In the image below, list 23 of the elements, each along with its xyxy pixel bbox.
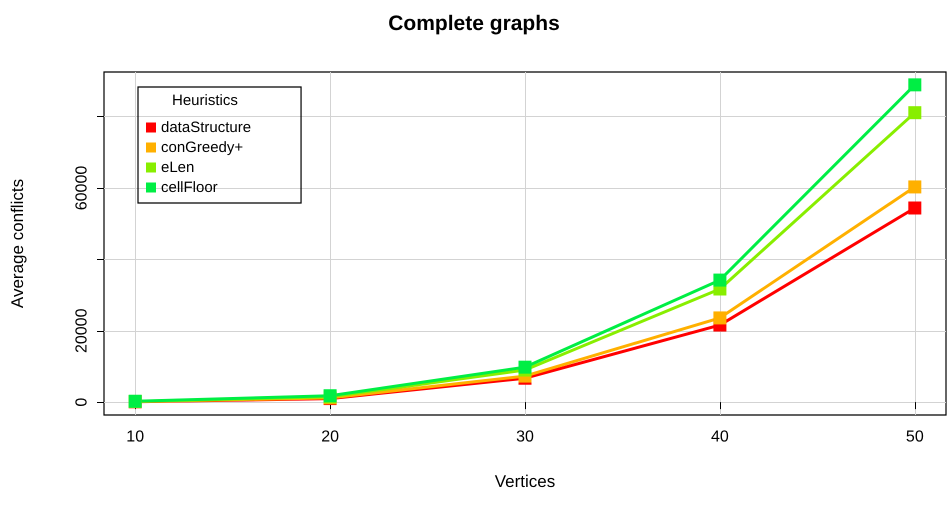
legend-label: dataStructure bbox=[161, 119, 252, 136]
chart-title: Complete graphs bbox=[388, 12, 560, 35]
x-tick-label: 30 bbox=[516, 428, 534, 446]
point bbox=[908, 78, 922, 92]
x-tick-label: 10 bbox=[126, 428, 144, 446]
x-axis-title: Vertices bbox=[494, 472, 556, 491]
point bbox=[713, 311, 726, 324]
y-tick-label: 0 bbox=[74, 398, 90, 407]
legend-label: cellFloor bbox=[161, 179, 218, 196]
legend-title: Heuristics bbox=[172, 92, 238, 109]
point bbox=[518, 360, 532, 374]
x-tick-label: 40 bbox=[711, 428, 729, 446]
y-tick-label: 20000 bbox=[74, 308, 90, 354]
legend-label: eLen bbox=[161, 159, 194, 176]
point bbox=[908, 180, 922, 194]
x-tick-label: 50 bbox=[906, 428, 924, 446]
y-axis-title: Average conflicts bbox=[8, 178, 27, 308]
legend-label: conGreedy+ bbox=[161, 139, 244, 156]
x-tick-label: 20 bbox=[321, 428, 340, 446]
point bbox=[713, 274, 726, 287]
point bbox=[908, 106, 922, 120]
y-tick-label: 60000 bbox=[74, 166, 90, 210]
point bbox=[908, 201, 922, 214]
